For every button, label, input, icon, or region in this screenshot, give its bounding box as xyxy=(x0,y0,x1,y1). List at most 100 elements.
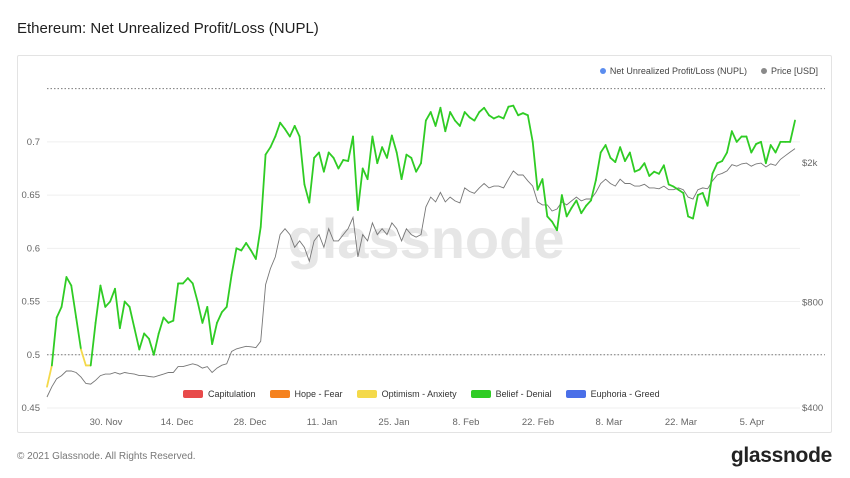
nupl-line-segment xyxy=(89,321,97,367)
nupl-line-segment xyxy=(133,327,141,351)
legend-label-price: Price [USD] xyxy=(770,66,818,76)
nupl-line-segment xyxy=(546,215,554,223)
y-right-tick-label: $400 xyxy=(802,403,823,414)
nupl-line-segment xyxy=(182,277,189,285)
nupl-line-segment xyxy=(395,151,403,181)
nupl-line-segment xyxy=(726,130,733,154)
x-tick-label: 25. Jan xyxy=(378,417,409,428)
nupl-line-segment xyxy=(50,316,58,367)
nupl-line-segment xyxy=(337,159,345,170)
nupl-line-segment xyxy=(585,199,592,207)
nupl-line-segment xyxy=(692,194,699,220)
nupl-line-segment xyxy=(599,144,607,154)
nupl-line-segment xyxy=(614,146,622,163)
legend-zone-hope-fear[interactable]: Hope - Fear xyxy=(269,389,343,399)
nupl-line-segment xyxy=(735,135,743,143)
legend-swatch-capitulation xyxy=(183,390,203,398)
legend-zone-optimism-anxiety[interactable]: Optimism - Anxiety xyxy=(356,389,457,399)
nupl-line-segment xyxy=(415,162,422,173)
nupl-line-segment xyxy=(118,300,126,330)
nupl-line-segment xyxy=(347,135,354,162)
legend-item-price[interactable]: Price [USD] xyxy=(760,66,818,76)
grid-layer xyxy=(47,88,825,409)
nupl-line-segment xyxy=(75,316,82,351)
nupl-line-segment xyxy=(638,162,646,171)
nupl-line-segment xyxy=(279,121,286,130)
nupl-line-segment xyxy=(245,242,252,252)
nupl-line-segment xyxy=(551,220,558,232)
nupl-line-segment xyxy=(677,188,685,194)
legend-zone-belief-denial[interactable]: Belief - Denial xyxy=(470,389,552,399)
nupl-line-segment xyxy=(526,114,534,143)
legend-zone-label: Optimism - Anxiety xyxy=(381,389,457,399)
nupl-line-segment xyxy=(483,106,490,117)
nupl-line-segment xyxy=(191,282,199,303)
y-right-tick-label: $2k xyxy=(802,158,818,169)
nupl-line-segment xyxy=(463,111,471,119)
nupl-line-segment xyxy=(230,247,238,276)
legend-zone-label: Hope - Fear xyxy=(294,389,343,399)
axis-layer: 0.45 0.5 0.55 0.6 0.65 0.7 $400 $800 $2k 30. Nov 1… xyxy=(22,137,824,428)
nupl-line-segment xyxy=(298,135,306,186)
nupl-line-segment xyxy=(488,114,495,120)
nupl-line-segment xyxy=(531,140,539,191)
legend-zone-label: Capitulation xyxy=(208,389,256,399)
footer-logo[interactable]: glassnode xyxy=(730,444,832,467)
nupl-line-segment xyxy=(604,144,612,159)
nupl-line-segment xyxy=(55,305,63,319)
nupl-line-segment xyxy=(352,135,359,211)
nupl-line-segment xyxy=(774,140,782,154)
nupl-line-segment xyxy=(322,151,330,173)
legend-dot-price xyxy=(760,68,767,74)
x-tick-label: 5. Apr xyxy=(740,417,765,428)
nupl-line-segment xyxy=(682,192,690,218)
nupl-line-segment xyxy=(478,106,486,113)
legend-dot-nupl xyxy=(599,68,606,74)
nupl-line-segment xyxy=(46,364,53,388)
nupl-line-segment xyxy=(313,151,320,159)
nupl-line-segment xyxy=(643,162,651,177)
nupl-line-segment xyxy=(575,199,583,215)
watermark: glassnode xyxy=(288,207,565,270)
nupl-line-segment xyxy=(148,337,155,356)
nupl-line-segment xyxy=(293,125,301,138)
nupl-line-segment xyxy=(381,146,388,159)
nupl-line-segment xyxy=(70,284,78,319)
nupl-line-segment xyxy=(400,153,408,181)
nupl-line-segment xyxy=(318,151,325,173)
nupl-line-segment xyxy=(99,284,107,308)
nupl-line-segment xyxy=(303,183,311,204)
nupl-line-segment xyxy=(789,119,796,143)
legend-item-nupl[interactable]: Net Unrealized Profit/Loss (NUPL) xyxy=(599,66,747,76)
legend-zone-label: Euphoria - Greed xyxy=(590,389,660,399)
nupl-line-segment xyxy=(458,111,466,127)
x-tick-label: 22. Mar xyxy=(665,417,697,428)
legend-label-nupl: Net Unrealized Profit/Loss (NUPL) xyxy=(609,66,747,76)
x-tick-label: 8. Mar xyxy=(596,417,623,428)
x-tick-label: 28. Dec xyxy=(234,417,267,428)
nupl-line-segment xyxy=(429,111,437,127)
nupl-line-segment xyxy=(570,199,578,209)
x-tick-label: 22. Feb xyxy=(522,417,554,428)
nupl-line-segment xyxy=(250,249,257,260)
nupl-line-segment xyxy=(580,204,588,215)
nupl-line-segment xyxy=(764,144,772,165)
nupl-line-segment xyxy=(628,151,636,173)
nupl-line-segment xyxy=(386,134,393,159)
nupl-line-segment xyxy=(138,332,146,351)
nupl-line-segment xyxy=(536,178,544,191)
legend-swatch-euphoria-greed xyxy=(565,390,586,398)
x-tick-label: 14. Dec xyxy=(161,417,194,428)
nupl-line-segment xyxy=(609,156,617,163)
y-left-tick-label: 0.6 xyxy=(27,243,40,254)
y-left-tick-label: 0.5 xyxy=(27,350,40,361)
nupl-line-segment xyxy=(361,167,369,181)
nupl-line-segment xyxy=(565,206,573,218)
nupl-line-segment xyxy=(172,282,180,322)
nupl-line-segment xyxy=(711,162,719,175)
legend-swatch-belief-denial xyxy=(470,390,491,398)
nupl-line-segment xyxy=(745,135,753,154)
legend-zone-euphoria-greed[interactable]: Euphoria - Greed xyxy=(565,389,660,399)
legend-zone-capitulation[interactable]: Capitulation xyxy=(183,389,256,399)
y-right-tick-label: $800 xyxy=(802,298,823,309)
